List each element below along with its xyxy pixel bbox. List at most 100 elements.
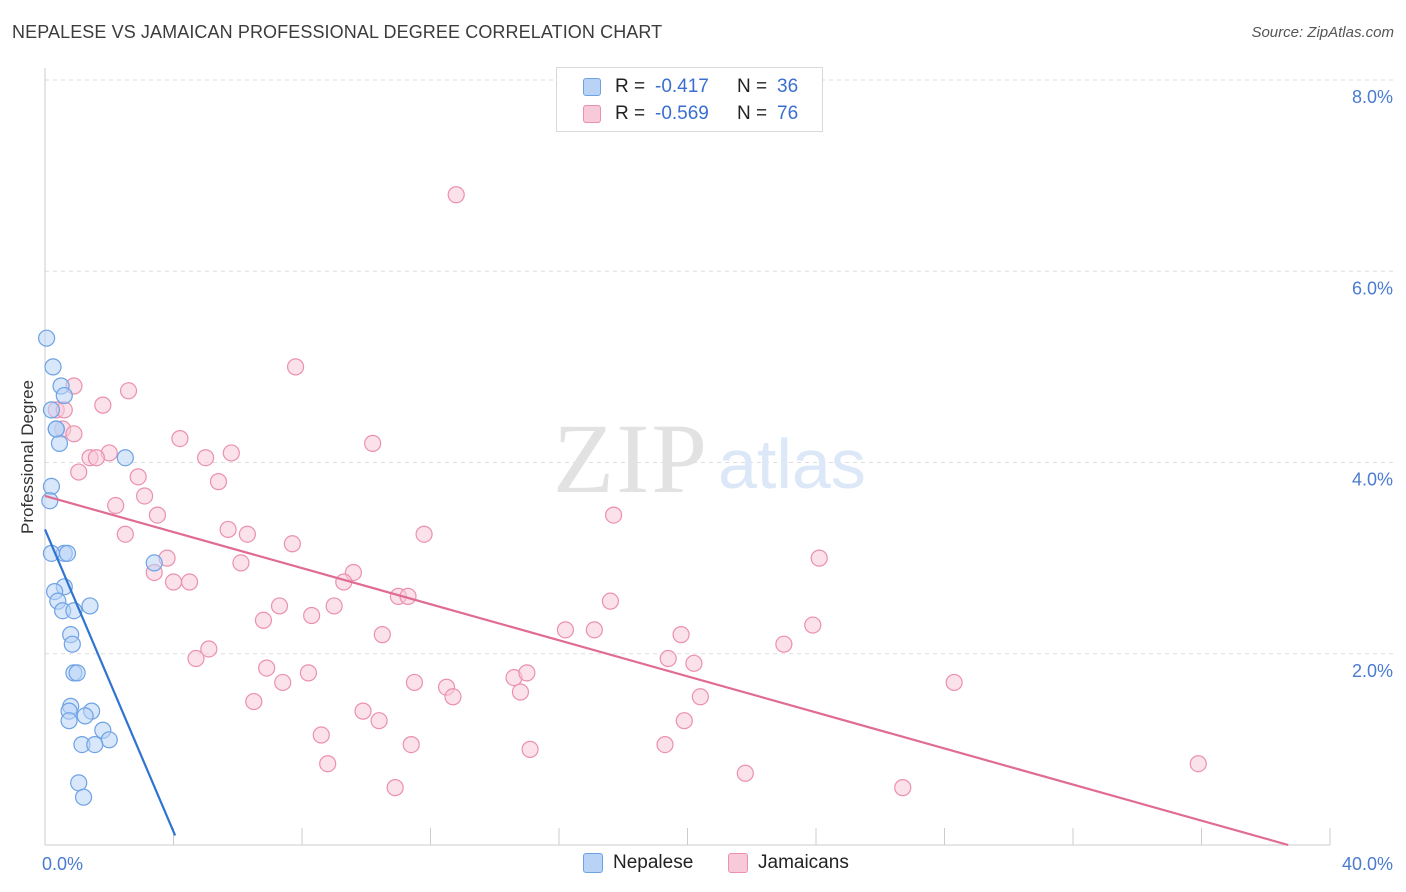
legend-swatch-blue <box>583 78 601 96</box>
jamaicans-point <box>605 506 623 524</box>
jamaicans-point <box>601 592 620 610</box>
nepalese-trend-line <box>43 529 177 836</box>
jamaicans-point <box>518 664 536 682</box>
jamaicans-point <box>187 649 205 668</box>
jamaicans-point <box>197 449 215 467</box>
nepalese-point <box>60 712 78 730</box>
jamaicans-point <box>810 549 828 567</box>
nepalese-point <box>76 707 94 725</box>
jamaicans-point <box>164 573 183 591</box>
jamaicans-point <box>736 764 754 782</box>
legend-r-value: -0.569 <box>655 103 709 124</box>
nepalese-point <box>100 731 118 749</box>
jamaicans-point <box>894 779 912 797</box>
legend-n-label: N = <box>737 103 768 124</box>
jamaicans-point <box>444 688 462 706</box>
jamaicans-point <box>299 664 318 682</box>
jamaicans-point <box>804 616 822 634</box>
jamaicans-point <box>200 640 218 658</box>
nepalese-point <box>63 635 81 653</box>
legend-n-label: N = <box>737 76 768 97</box>
jamaicans-point <box>405 673 424 692</box>
jamaicans-point <box>325 597 343 615</box>
nepalese-point <box>41 492 59 510</box>
jamaicans-point <box>1189 755 1207 773</box>
legend-r-label: R = <box>615 103 646 124</box>
jamaicans-point <box>370 712 388 730</box>
y-tick-label: 2.0% <box>1352 661 1393 681</box>
bottom-legend-jamaicans: Jamaicans <box>728 852 849 874</box>
nepalese-point <box>47 420 65 438</box>
jamaicans-point <box>171 429 189 448</box>
nepalese-point <box>68 664 86 682</box>
jamaicans-points <box>47 186 1207 797</box>
bottom-legend: Nepalese Jamaicans <box>0 852 1406 878</box>
source-label: Source: ZipAtlas.com <box>1251 24 1394 41</box>
nepalese-point <box>58 544 77 562</box>
legend-row-jamaicans: R = -0.569 N = 76 <box>583 101 798 127</box>
jamaicans-point <box>274 673 292 692</box>
jamaicans-point <box>691 688 709 706</box>
jamaicans-point <box>238 525 256 543</box>
x-tick-label: 40.0% <box>1342 854 1393 874</box>
jamaicans-point <box>672 626 690 644</box>
legend-n-value: 76 <box>777 103 799 124</box>
jamaicans-point <box>511 683 530 701</box>
jamaicans-point <box>447 186 465 204</box>
y-axis-label: Professional Degree <box>18 380 37 534</box>
jamaicans-point <box>402 735 420 754</box>
jamaicans-point <box>945 673 963 692</box>
jamaicans-point <box>258 659 276 677</box>
bottom-legend-nepalese: Nepalese <box>583 852 693 874</box>
jamaicans-point <box>222 444 240 462</box>
jamaicans-trend-line <box>44 494 1289 847</box>
nepalese-point <box>70 774 88 792</box>
legend-n-value: 36 <box>777 76 799 97</box>
jamaicans-point <box>286 358 305 376</box>
jamaicans-point <box>585 621 603 639</box>
jamaicans-point <box>303 606 321 625</box>
jamaicans-point <box>283 535 301 553</box>
legend-swatch-pink <box>583 105 601 123</box>
jamaicans-point <box>312 726 330 744</box>
jamaicans-point <box>675 712 693 730</box>
jamaicans-point <box>87 449 106 467</box>
bottom-legend-swatch-blue <box>583 853 603 873</box>
jamaicans-point <box>386 779 404 797</box>
jamaicans-point <box>354 702 372 720</box>
chart-title: NEPALESE VS JAMAICAN PROFESSIONAL DEGREE… <box>12 22 663 42</box>
legend-r-label: R = <box>615 76 646 97</box>
watermark-zip: ZIP <box>553 403 709 514</box>
nepalese-point <box>42 477 61 496</box>
nepalese-point <box>86 735 104 754</box>
jamaicans-point <box>775 635 793 653</box>
nepalese-point <box>50 434 69 452</box>
nepalese-point <box>74 788 93 806</box>
trend-lines <box>43 494 1289 847</box>
jamaicans-point <box>521 740 539 758</box>
legend-row-nepalese: R = -0.417 N = 36 <box>583 74 798 100</box>
nepalese-point <box>44 358 62 376</box>
nepalese-points <box>38 329 163 806</box>
watermark-atlas: atlas <box>718 425 866 503</box>
legend-box: R = -0.417 N = 36 R = -0.569 N = 76 <box>556 67 823 132</box>
x-tick-label: 0.0% <box>42 854 83 874</box>
jamaicans-point <box>254 611 273 629</box>
jamaicans-point <box>373 626 391 644</box>
bottom-legend-label: Nepalese <box>613 852 694 873</box>
jamaicans-point <box>119 382 138 400</box>
nepalese-point <box>42 401 61 419</box>
jamaicans-point <box>232 554 250 572</box>
jamaicans-point <box>70 463 88 481</box>
nepalese-point <box>38 329 56 347</box>
axes <box>44 68 1331 846</box>
jamaicans-point <box>107 496 125 515</box>
jamaicans-point <box>364 434 382 452</box>
jamaicans-point <box>65 425 83 443</box>
y-tick-label: 4.0% <box>1352 470 1393 490</box>
tick-labels: 2.0% 4.0% 6.0% 8.0% 0.0% 40.0% <box>42 87 1393 874</box>
nepalese-point <box>145 554 163 572</box>
jamaicans-point <box>685 654 703 672</box>
jamaicans-point <box>135 487 154 505</box>
